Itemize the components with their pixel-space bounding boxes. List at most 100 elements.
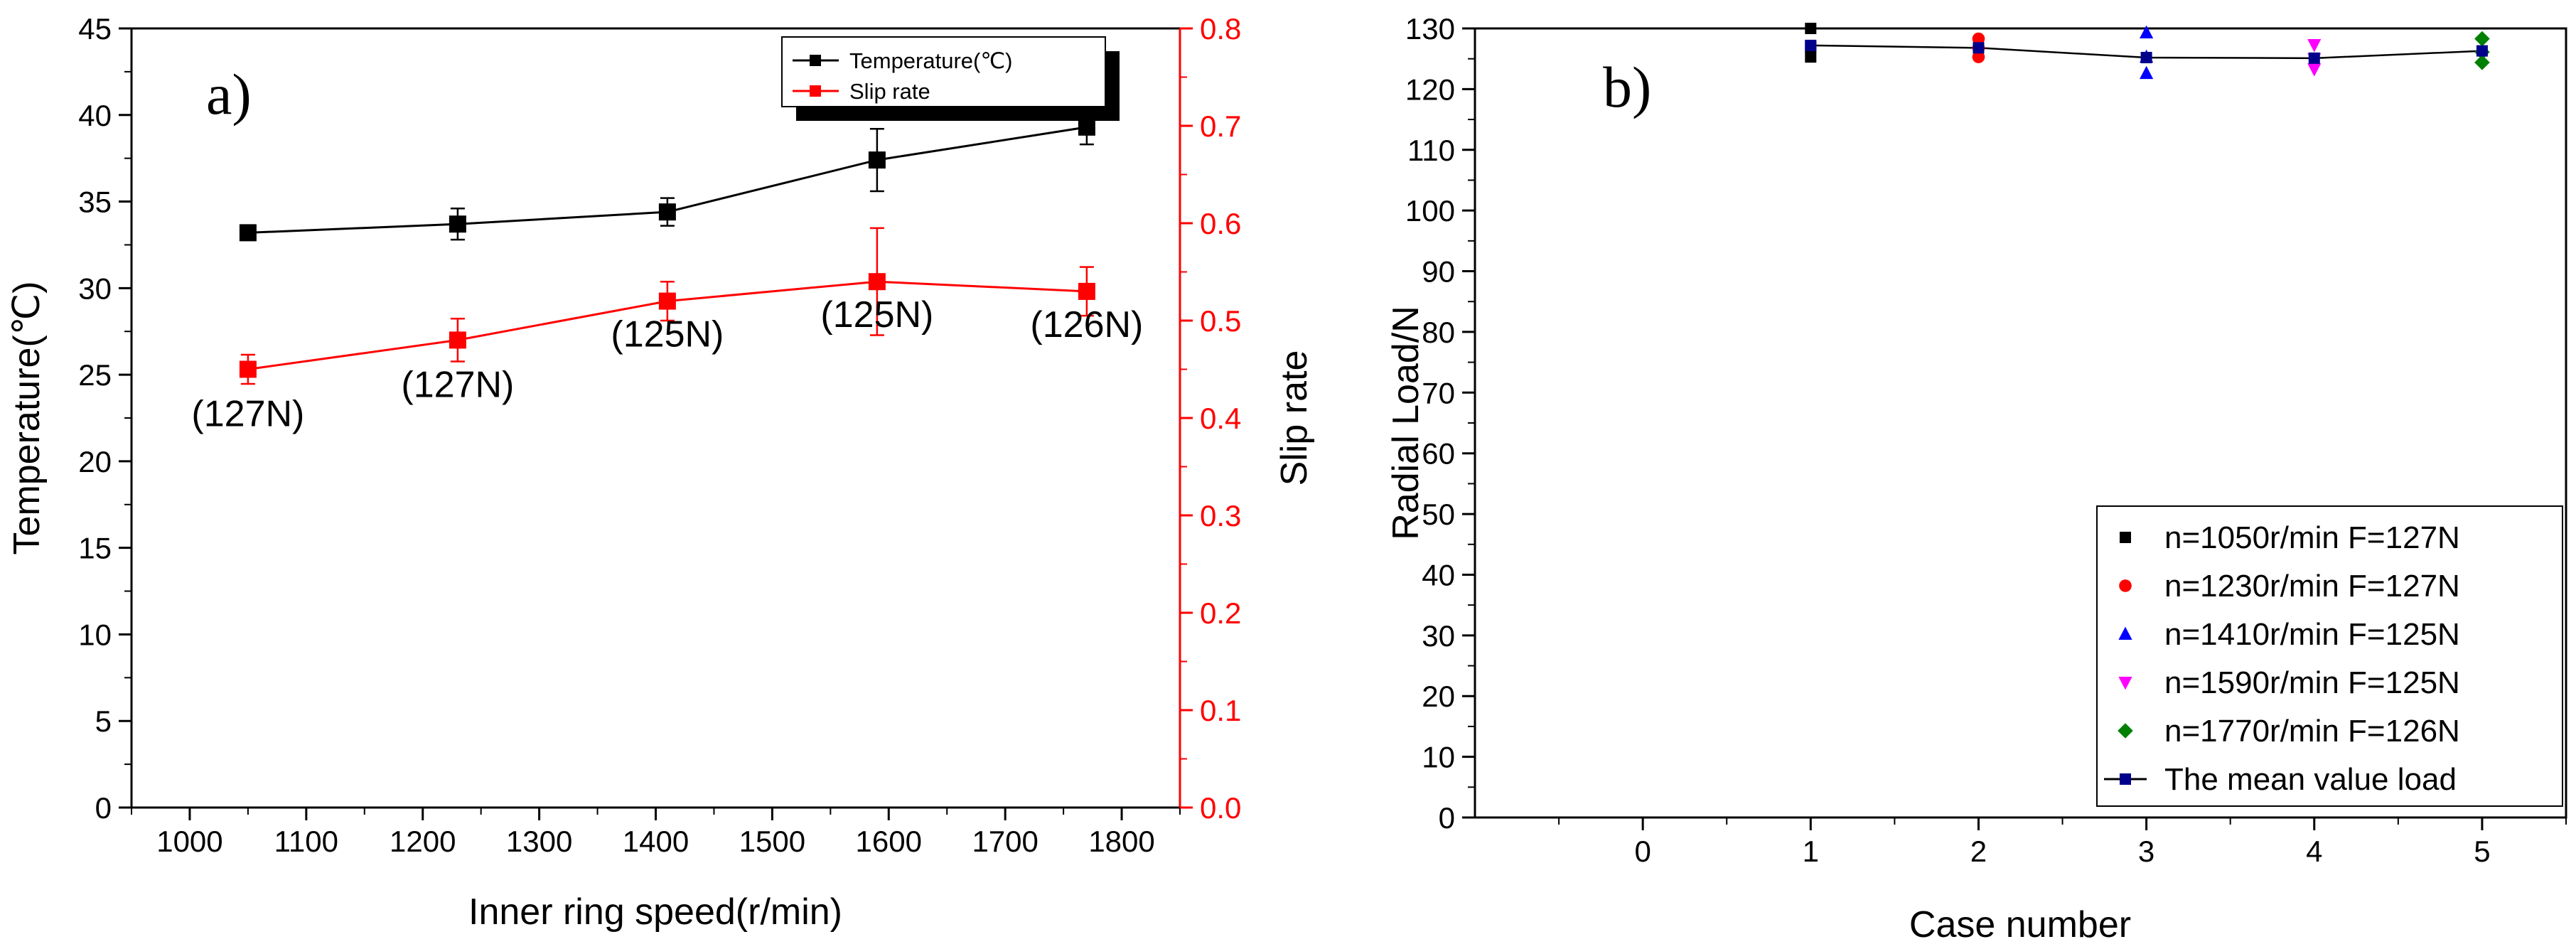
b-point-5 [2140, 51, 2152, 63]
a-y-tick-label: 25 [78, 358, 112, 392]
b-y-tick-label: 110 [1407, 134, 1455, 167]
a-y2-tick-label: 0.5 [1200, 304, 1241, 338]
a-y-tick-label: 0 [95, 791, 112, 825]
b-point-3 [2307, 63, 2322, 77]
a-y2-tick-label: 0.7 [1200, 109, 1241, 143]
a-y-tick-label: 5 [95, 704, 112, 738]
a-annotation: (127N) [191, 394, 304, 435]
b-y-tick-label: 70 [1422, 376, 1455, 409]
b-point-3 [2307, 39, 2322, 53]
a-x-tick-label: 1100 [274, 825, 338, 858]
chart-b-panel-label: b) [1603, 55, 1651, 119]
chart-a-y-axis-label: Temperature(℃) [6, 282, 48, 555]
b-legend-label: n=1590r/min F=125N [2164, 665, 2460, 700]
a-y2-tick-label: 0.1 [1200, 694, 1241, 727]
a-y-tick-label: 30 [78, 272, 112, 305]
a-y-tick-label: 45 [78, 12, 112, 45]
a-point-1 [1078, 282, 1095, 300]
b-point-0 [1805, 51, 1817, 63]
b-x-tick-label: 5 [2474, 835, 2490, 868]
b-y-tick-label: 10 [1422, 741, 1455, 774]
legend-label-slip-rate: Slip rate [849, 79, 930, 104]
a-y2-tick-label: 0.2 [1200, 596, 1241, 630]
a-point-1 [449, 331, 466, 349]
chart-a-legend: Temperature(℃) Slip rate [781, 36, 1120, 121]
a-point-0 [1078, 118, 1095, 136]
b-y-tick-label: 50 [1422, 498, 1455, 531]
b-point-1 [1972, 50, 1985, 63]
chart-b-x-axis-label: Case number [1909, 904, 2131, 945]
a-point-1 [658, 292, 676, 310]
a-x-tick-label: 1000 [156, 825, 222, 858]
b-y-tick-label: 100 [1405, 194, 1455, 227]
b-x-tick-label: 0 [1634, 835, 1651, 868]
b-point-0 [1805, 23, 1817, 34]
a-point-1 [868, 273, 886, 291]
b-legend-marker [2118, 723, 2133, 739]
a-annotation: (126N) [1030, 304, 1143, 345]
b-y-tick-label: 20 [1422, 680, 1455, 713]
a-y-tick-label: 35 [78, 186, 112, 219]
b-point-2 [2140, 25, 2154, 38]
chart-a-y2-axis-label: Slip rate [1274, 350, 1315, 486]
a-y2-tick-label: 0.4 [1200, 402, 1241, 435]
b-point-4 [2474, 31, 2490, 47]
a-point-0 [449, 215, 466, 233]
b-point-4 [2474, 55, 2490, 70]
a-annotation: (125N) [820, 294, 933, 336]
b-y-tick-label: 30 [1422, 619, 1455, 653]
b-x-tick-label: 1 [1803, 835, 1819, 868]
chart-a: 1000 1100 1200 1300 1400 1500 1600 1700 1800 0 5 1… [6, 12, 1315, 933]
b-x-tick-label: 4 [2306, 835, 2322, 868]
b-legend-label: n=1050r/min F=127N [2164, 520, 2460, 555]
a-x-tick-label: 1400 [623, 825, 689, 858]
b-legend-marker [2118, 677, 2132, 690]
a-point-0 [868, 151, 886, 169]
a-y2-tick-label: 0.3 [1200, 499, 1241, 532]
a-y2-tick-label: 0.6 [1200, 207, 1241, 240]
legend-label-temperature: Temperature(℃) [849, 48, 1013, 73]
b-y-tick-label: 90 [1422, 255, 1455, 289]
a-y-tick-label: 10 [78, 618, 112, 651]
b-y-tick-label: 130 [1405, 12, 1455, 45]
chart-b-legend: n=1050r/min F=127N n=1230r/min F=127N n=14… [2096, 505, 2563, 807]
a-annotation: (127N) [401, 364, 514, 405]
b-legend-marker [2119, 579, 2132, 592]
a-point-0 [658, 203, 676, 221]
b-y-tick-label: 120 [1405, 73, 1455, 106]
b-legend-label: The mean value load [2164, 762, 2457, 797]
b-point-2 [2140, 65, 2154, 80]
chart-a-x-axis-label: Inner ring speed(r/min) [468, 891, 842, 933]
a-point-0 [239, 224, 257, 242]
b-point-5 [1973, 42, 1985, 54]
a-y-tick-label: 15 [78, 532, 112, 565]
b-point-5 [1805, 39, 1817, 51]
chart-b-y-axis-label: Radial Load/N [1385, 306, 1427, 540]
b-point-5 [2308, 52, 2320, 64]
b-y-tick-label: 0 [1439, 801, 1455, 835]
b-legend-label: n=1770r/min F=126N [2164, 714, 2460, 749]
a-x-tick-label: 1800 [1088, 825, 1154, 858]
a-y-tick-label: 40 [78, 99, 112, 132]
a-y2-tick-label: 0.0 [1200, 791, 1241, 825]
a-y-tick-label: 20 [78, 445, 112, 478]
a-y2-tick-label: 0.8 [1200, 12, 1241, 45]
a-point-1 [239, 360, 257, 378]
b-y-tick-label: 80 [1422, 316, 1455, 349]
b-y-tick-label: 60 [1422, 437, 1455, 471]
b-point-5 [2476, 45, 2488, 57]
a-x-tick-label: 1500 [739, 825, 805, 858]
chart-a-panel-label: a) [206, 62, 252, 127]
a-x-tick-label: 1700 [972, 825, 1038, 858]
legend-marker-slip-rate [810, 85, 821, 97]
b-point-1 [1972, 32, 1985, 45]
b-y-tick-label: 40 [1422, 558, 1455, 591]
a-x-tick-label: 1200 [390, 825, 456, 858]
b-legend-label: n=1410r/min F=125N [2164, 617, 2460, 652]
b-x-tick-label: 2 [1970, 835, 1987, 868]
b-legend-marker [2120, 773, 2131, 785]
a-annotation: (125N) [611, 314, 724, 355]
b-x-tick-label: 3 [2138, 835, 2154, 868]
b-legend-marker [2120, 532, 2131, 543]
